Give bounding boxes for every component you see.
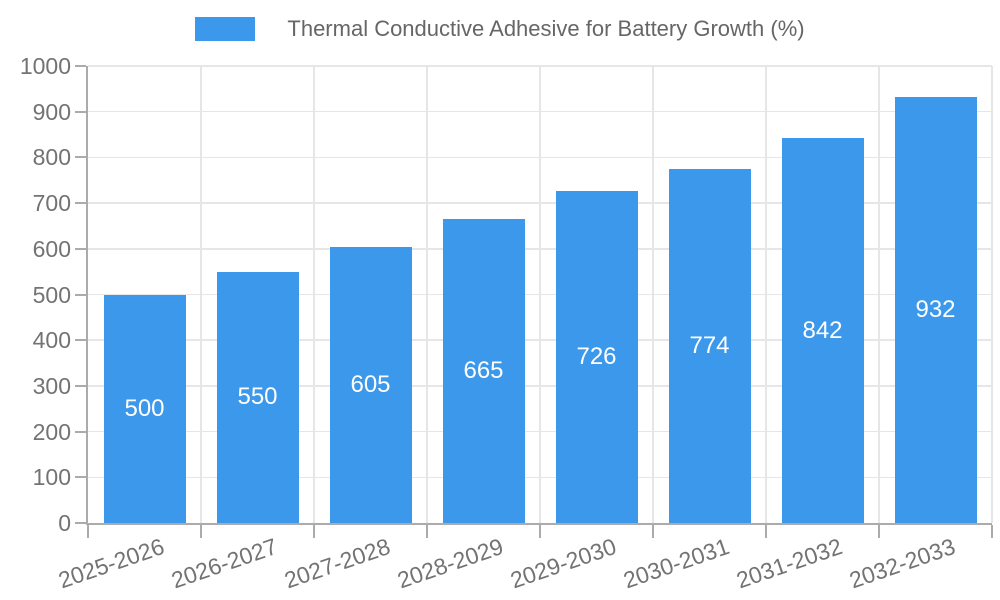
bar-value-label: 500 bbox=[124, 394, 165, 422]
x-axis-tick-label: 2028-2029 bbox=[393, 533, 506, 594]
x-axis-line bbox=[86, 523, 992, 525]
y-axis-tick bbox=[75, 65, 86, 67]
bar[interactable]: 726 bbox=[555, 191, 638, 523]
y-axis-tick-label: 400 bbox=[32, 327, 71, 354]
y-axis-tick bbox=[75, 110, 86, 113]
x-axis-tick bbox=[539, 525, 541, 538]
bar[interactable]: 550 bbox=[216, 271, 299, 523]
x-axis-tick bbox=[652, 525, 654, 538]
bar-value-label: 842 bbox=[802, 316, 843, 344]
y-axis-tick bbox=[75, 293, 86, 296]
y-axis-tick bbox=[75, 202, 86, 205]
bar[interactable]: 500 bbox=[103, 294, 186, 523]
x-axis-tick bbox=[87, 525, 89, 538]
bar[interactable]: 665 bbox=[442, 219, 525, 523]
gridline bbox=[313, 66, 315, 523]
y-axis-tick-label: 500 bbox=[32, 281, 71, 308]
gridline bbox=[991, 66, 993, 523]
gridline bbox=[539, 66, 541, 523]
y-axis-tick bbox=[75, 430, 86, 433]
x-axis-tick-label: 2029-2030 bbox=[506, 533, 619, 594]
y-axis-tick-label: 800 bbox=[32, 144, 71, 171]
y-axis-tick bbox=[75, 339, 86, 342]
x-axis-tick bbox=[200, 525, 202, 538]
x-axis-tick-label: 2026-2027 bbox=[167, 533, 280, 594]
x-axis-tick-label: 2030-2031 bbox=[619, 533, 732, 594]
y-axis-tick-label: 900 bbox=[32, 98, 71, 125]
y-axis-tick-label: 700 bbox=[32, 190, 71, 217]
y-axis-tick-label: 100 bbox=[32, 464, 71, 491]
bar-value-label: 726 bbox=[576, 343, 617, 371]
y-axis-tick bbox=[75, 384, 86, 387]
y-axis-tick-label: 1000 bbox=[19, 53, 71, 79]
x-axis-tick-label: 2031-2032 bbox=[732, 533, 845, 594]
bar-value-label: 665 bbox=[463, 357, 504, 385]
y-axis-line bbox=[86, 66, 88, 523]
y-axis-tick bbox=[75, 247, 86, 250]
y-axis-tick bbox=[75, 522, 86, 524]
x-axis-tick bbox=[426, 525, 428, 538]
chart-legend: Thermal Conductive Adhesive for Battery … bbox=[0, 16, 1000, 42]
bar[interactable]: 774 bbox=[668, 169, 751, 523]
gridline bbox=[878, 66, 880, 523]
y-axis-tick-label: 600 bbox=[32, 235, 71, 262]
gridline bbox=[765, 66, 767, 523]
bar-value-label: 774 bbox=[689, 332, 730, 360]
legend-label: Thermal Conductive Adhesive for Battery … bbox=[287, 16, 805, 41]
x-axis-tick-label: 2025-2026 bbox=[54, 533, 167, 594]
gridline bbox=[652, 66, 654, 523]
bar-value-label: 605 bbox=[350, 370, 391, 398]
y-axis-tick-label: 200 bbox=[32, 418, 71, 445]
bar[interactable]: 932 bbox=[894, 97, 977, 523]
bar-value-label: 932 bbox=[915, 296, 956, 324]
y-axis-tick bbox=[75, 476, 86, 479]
legend-item[interactable]: Thermal Conductive Adhesive for Battery … bbox=[195, 16, 805, 42]
y-axis-tick bbox=[75, 156, 86, 159]
bar[interactable]: 842 bbox=[781, 138, 864, 523]
bar[interactable]: 605 bbox=[329, 246, 412, 523]
x-axis-tick-label: 2032-2033 bbox=[845, 533, 958, 594]
y-axis-tick-label: 0 bbox=[58, 510, 71, 536]
legend-swatch bbox=[195, 17, 256, 41]
y-axis-tick-label: 300 bbox=[32, 372, 71, 399]
x-axis-tick bbox=[991, 525, 993, 538]
x-axis-tick bbox=[765, 525, 767, 538]
gridline bbox=[200, 66, 202, 523]
bar-value-label: 550 bbox=[237, 383, 278, 411]
x-axis-tick bbox=[878, 525, 880, 538]
x-axis-tick bbox=[313, 525, 315, 538]
x-axis-tick-label: 2027-2028 bbox=[280, 533, 393, 594]
gridline bbox=[426, 66, 428, 523]
